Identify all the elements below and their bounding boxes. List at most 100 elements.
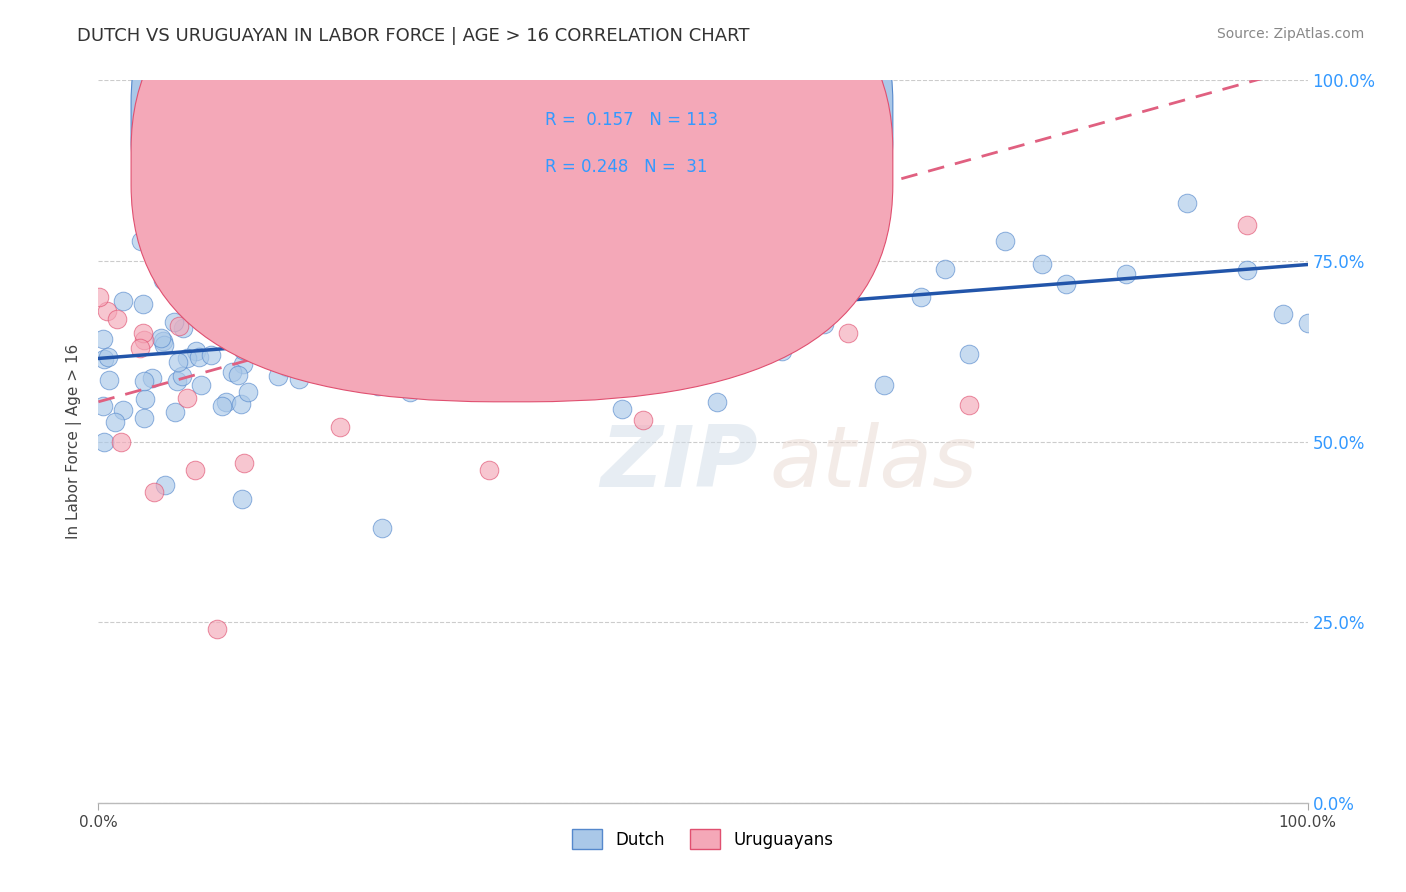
Point	[91, 399, 114, 413]
Point	[352, 348, 374, 362]
Point	[316, 335, 339, 350]
Point	[152, 273, 174, 287]
Point	[457, 326, 479, 341]
FancyBboxPatch shape	[467, 77, 751, 218]
Point	[401, 326, 423, 340]
Point	[263, 327, 285, 342]
Point	[177, 289, 200, 303]
Point	[309, 364, 332, 378]
Point	[104, 416, 127, 430]
Point	[494, 362, 516, 376]
Point	[187, 350, 209, 364]
Point	[200, 290, 222, 304]
Point	[752, 312, 775, 326]
Text: R =  0.157   N = 113: R = 0.157 N = 113	[544, 111, 717, 129]
Point	[401, 292, 423, 306]
Point	[112, 294, 135, 309]
Point	[232, 357, 254, 371]
Point	[418, 329, 440, 343]
Point	[134, 374, 156, 388]
Legend: Dutch, Uruguayans: Dutch, Uruguayans	[565, 822, 841, 856]
Point	[873, 378, 896, 392]
Point	[176, 391, 198, 405]
Point	[132, 326, 155, 340]
Point	[110, 434, 132, 449]
Point	[218, 301, 240, 315]
Point	[367, 379, 389, 393]
Point	[141, 371, 163, 385]
Point	[173, 278, 195, 293]
Point	[336, 341, 359, 355]
Point	[97, 373, 120, 387]
Point	[837, 326, 859, 340]
Point	[655, 253, 678, 268]
Point	[96, 304, 118, 318]
Point	[176, 351, 198, 366]
Point	[366, 293, 388, 308]
Point	[129, 341, 152, 355]
Point	[267, 368, 290, 383]
Point	[292, 333, 315, 347]
Point	[236, 384, 259, 399]
Point	[695, 196, 717, 211]
Point	[229, 397, 252, 411]
Point	[211, 399, 233, 413]
Point	[565, 322, 588, 336]
Point	[217, 328, 239, 343]
Point	[706, 394, 728, 409]
Point	[184, 463, 207, 477]
Point	[97, 351, 120, 365]
FancyBboxPatch shape	[131, 0, 893, 401]
Point	[388, 316, 411, 330]
Point	[163, 315, 186, 329]
Point	[346, 167, 368, 181]
Point	[134, 411, 156, 425]
Point	[547, 362, 569, 376]
Point	[224, 301, 246, 315]
Point	[575, 283, 598, 297]
Point	[166, 374, 188, 388]
Text: ZIP: ZIP	[600, 422, 758, 505]
Point	[170, 369, 193, 384]
Point	[640, 300, 662, 314]
Point	[426, 311, 449, 326]
Point	[298, 269, 321, 284]
Point	[665, 303, 688, 318]
Point	[612, 285, 634, 300]
Point	[640, 334, 662, 349]
Point	[612, 401, 634, 416]
Point	[503, 310, 526, 324]
Point	[205, 623, 228, 637]
Point	[399, 318, 422, 333]
Point	[276, 360, 298, 375]
Point	[281, 348, 304, 362]
Point	[221, 366, 243, 380]
Point	[727, 197, 749, 211]
Point	[337, 311, 360, 326]
Point	[212, 325, 235, 339]
Point	[246, 315, 269, 329]
Point	[994, 235, 1017, 249]
Point	[658, 330, 681, 344]
Point	[1236, 218, 1258, 232]
Point	[152, 334, 174, 349]
Text: atlas: atlas	[769, 422, 977, 505]
Point	[353, 290, 375, 304]
Point	[93, 435, 115, 450]
Point	[208, 196, 231, 211]
Point	[288, 372, 311, 386]
Point	[1272, 307, 1295, 321]
Point	[329, 420, 352, 434]
Point	[1236, 263, 1258, 277]
Point	[134, 392, 156, 406]
Point	[281, 299, 304, 313]
Point	[93, 332, 115, 346]
Point	[112, 402, 135, 417]
Point	[505, 326, 527, 341]
Point	[1031, 257, 1053, 271]
Point	[231, 492, 253, 507]
Point	[957, 398, 980, 412]
Point	[153, 337, 176, 351]
Y-axis label: In Labor Force | Age > 16: In Labor Force | Age > 16	[66, 344, 83, 539]
Point	[934, 262, 956, 277]
